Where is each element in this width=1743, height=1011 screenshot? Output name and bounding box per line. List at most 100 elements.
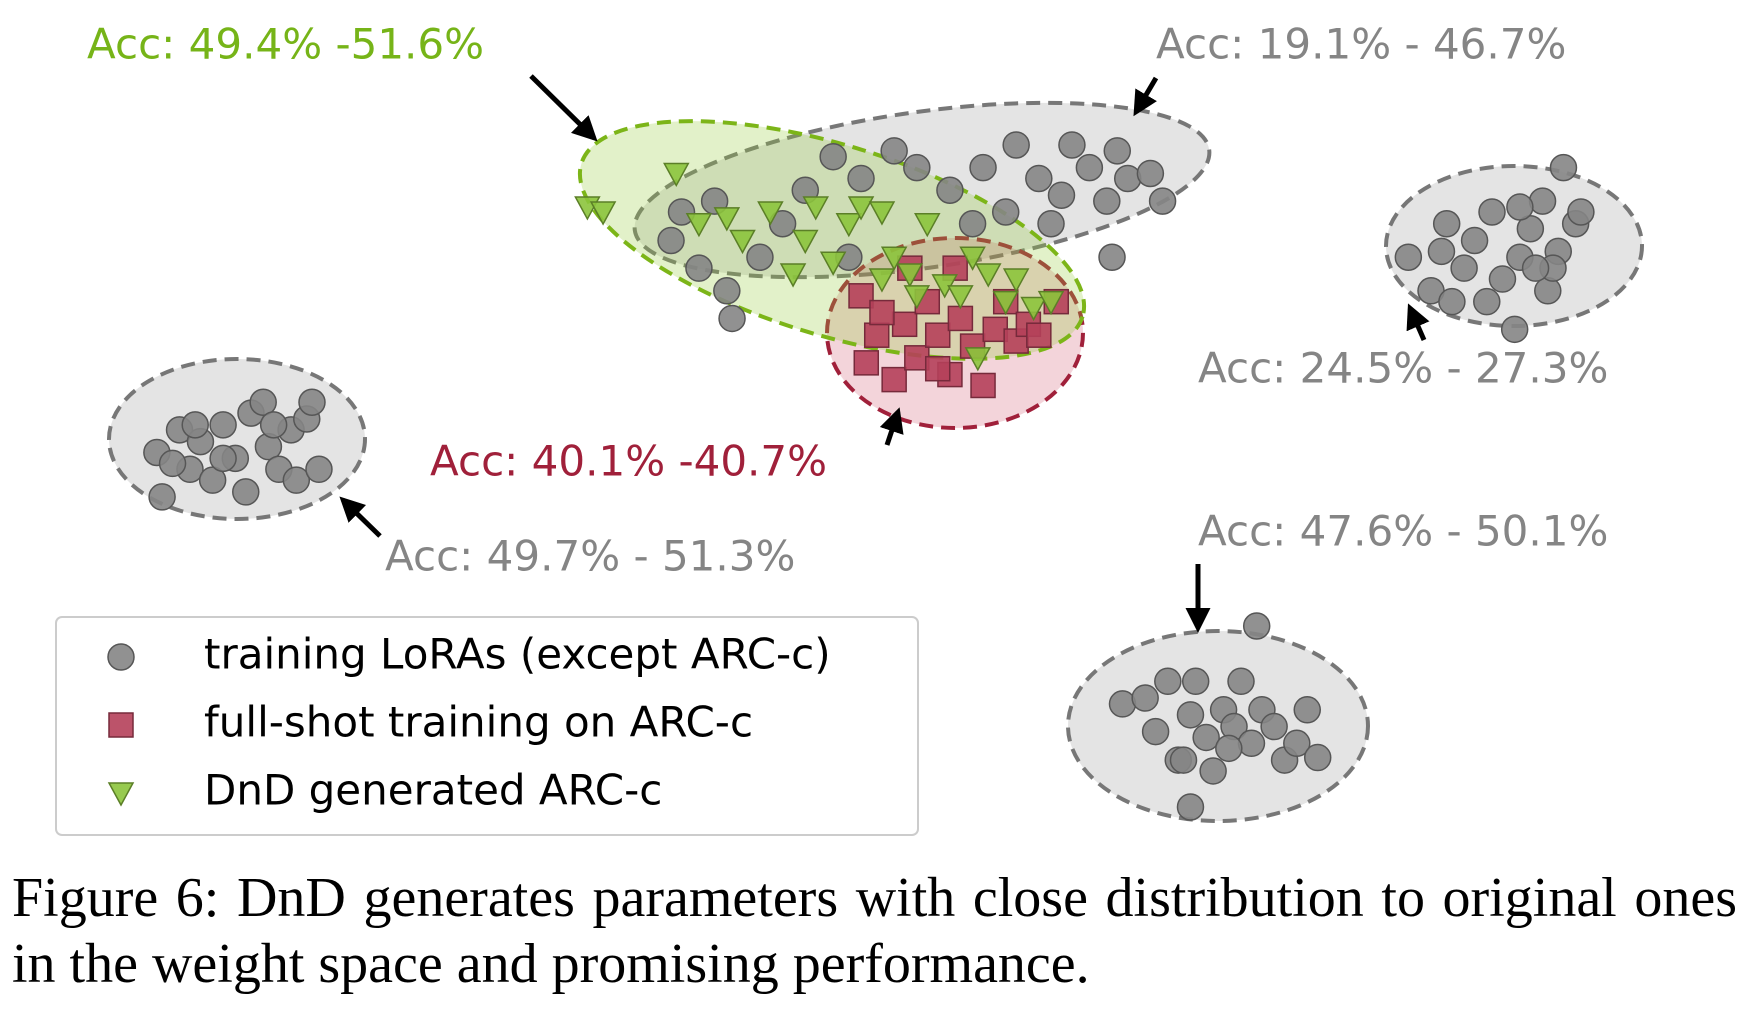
- triangle-marker: [959, 246, 986, 271]
- circle-marker: [1093, 187, 1121, 215]
- circle-marker: [1478, 198, 1506, 226]
- circle-marker: [713, 277, 741, 305]
- circle-marker: [1242, 612, 1271, 640]
- circle-marker: [259, 411, 288, 439]
- circle-marker: [1002, 131, 1030, 159]
- circle-marker: [158, 449, 187, 478]
- arrow: [879, 407, 904, 446]
- circle-marker: [1506, 193, 1534, 221]
- circle-marker: [667, 198, 696, 226]
- circle-marker: [1438, 287, 1466, 316]
- circle-marker: [1136, 159, 1165, 188]
- circle-marker: [1098, 243, 1126, 272]
- circle-marker: [1113, 164, 1142, 193]
- circle-marker: [1488, 265, 1517, 293]
- circle-marker: [903, 153, 931, 182]
- circle-marker: [1176, 701, 1205, 729]
- circle-marker: [1260, 712, 1288, 741]
- square-marker: [863, 322, 890, 348]
- triangle-marker: [847, 196, 875, 221]
- circle-marker: [746, 243, 774, 272]
- circle-marker: [1169, 746, 1198, 774]
- circle-marker: [1141, 717, 1170, 746]
- chart: Acc: 49.4% -51.6% Acc: 19.1% - 46.7% Acc: …: [55, 20, 1644, 836]
- circle-marker: [1037, 209, 1065, 238]
- circle-marker: [1227, 667, 1255, 696]
- triangle-marker: [896, 263, 924, 288]
- circle-marker: [958, 209, 987, 238]
- annotation: Acc: 40.1% -40.7%: [430, 437, 827, 486]
- circle-marker: [1025, 164, 1053, 193]
- triangle-marker: [802, 196, 829, 221]
- triangle-marker: [819, 251, 847, 276]
- circle-marker: [1176, 793, 1205, 821]
- circle-marker: [1237, 729, 1266, 758]
- circle-marker: [148, 483, 176, 511]
- annotation: Acc: 19.1% - 46.7%: [1156, 20, 1566, 69]
- triangle-marker: [903, 285, 931, 310]
- circle-marker: [1450, 254, 1478, 282]
- circle-marker: [1473, 287, 1501, 316]
- triangle-marker: [914, 212, 941, 238]
- arrow: [1133, 76, 1159, 117]
- arrows: [339, 74, 1430, 633]
- circle-marker: [1103, 137, 1132, 165]
- triangle-marker: [880, 246, 908, 271]
- square-marker: [924, 355, 951, 382]
- circle-marker: [1075, 153, 1104, 182]
- circle-marker: [718, 304, 746, 333]
- triangle-marker: [1037, 290, 1065, 316]
- legend: training LoRAs (except ARC-c) full-shot t…: [55, 616, 919, 836]
- circle-marker: [181, 411, 209, 439]
- circle-marker: [657, 226, 685, 255]
- circle-marker: [819, 142, 847, 171]
- triangle-marker: [713, 207, 741, 232]
- circle-marker: [1460, 226, 1489, 255]
- legend-label: training LoRAs (except ARC-c): [204, 630, 831, 679]
- circle-marker: [1192, 723, 1220, 752]
- circle-marker: [1148, 187, 1177, 215]
- circle-marker: [1108, 690, 1137, 718]
- square-marker: [108, 712, 134, 738]
- circle-marker: [1058, 131, 1086, 159]
- circle-marker: [685, 254, 713, 282]
- triangle-marker: [685, 212, 713, 238]
- triangle-marker: [868, 268, 896, 293]
- circle-marker: [1131, 684, 1159, 712]
- triangle-marker: [992, 290, 1019, 316]
- circle-marker: [1528, 187, 1557, 215]
- triangle-marker: [792, 229, 819, 255]
- circle-marker: [1549, 153, 1578, 182]
- circle-marker: [305, 455, 333, 484]
- circle-marker: [209, 411, 237, 439]
- triangle-marker: [835, 212, 863, 238]
- circle-marker: [1293, 696, 1321, 724]
- annotation: Acc: 49.7% - 51.3%: [385, 532, 795, 581]
- circle-marker: [1303, 743, 1332, 772]
- legend-label: full-shot training on ARC-c: [204, 698, 753, 747]
- circle-marker: [847, 164, 875, 193]
- square-marker: [853, 350, 880, 376]
- circle-marker: [1432, 209, 1461, 238]
- arrow: [339, 496, 382, 538]
- circle-marker: [969, 153, 997, 182]
- square-marker: [904, 345, 930, 371]
- triangle-marker: [964, 347, 992, 372]
- circle-marker: [1427, 237, 1456, 266]
- square-marker: [891, 311, 918, 338]
- annotation: Acc: 49.4% -51.6%: [87, 20, 484, 69]
- legend-label: DnD generated ARC-c: [204, 766, 662, 815]
- circle-marker: [1394, 243, 1423, 272]
- triangle-marker: [868, 201, 896, 226]
- legend-box: [55, 616, 919, 836]
- annotation: Acc: 24.5% - 27.3%: [1198, 344, 1608, 393]
- square-marker: [970, 372, 996, 399]
- square-marker: [1026, 322, 1052, 348]
- circle-marker: [1181, 667, 1210, 696]
- square-marker: [848, 283, 874, 309]
- circle-marker: [209, 444, 237, 473]
- annotation: Acc: 47.6% - 50.1%: [1198, 507, 1608, 556]
- points: [143, 131, 1595, 821]
- circle-marker: [1521, 254, 1550, 282]
